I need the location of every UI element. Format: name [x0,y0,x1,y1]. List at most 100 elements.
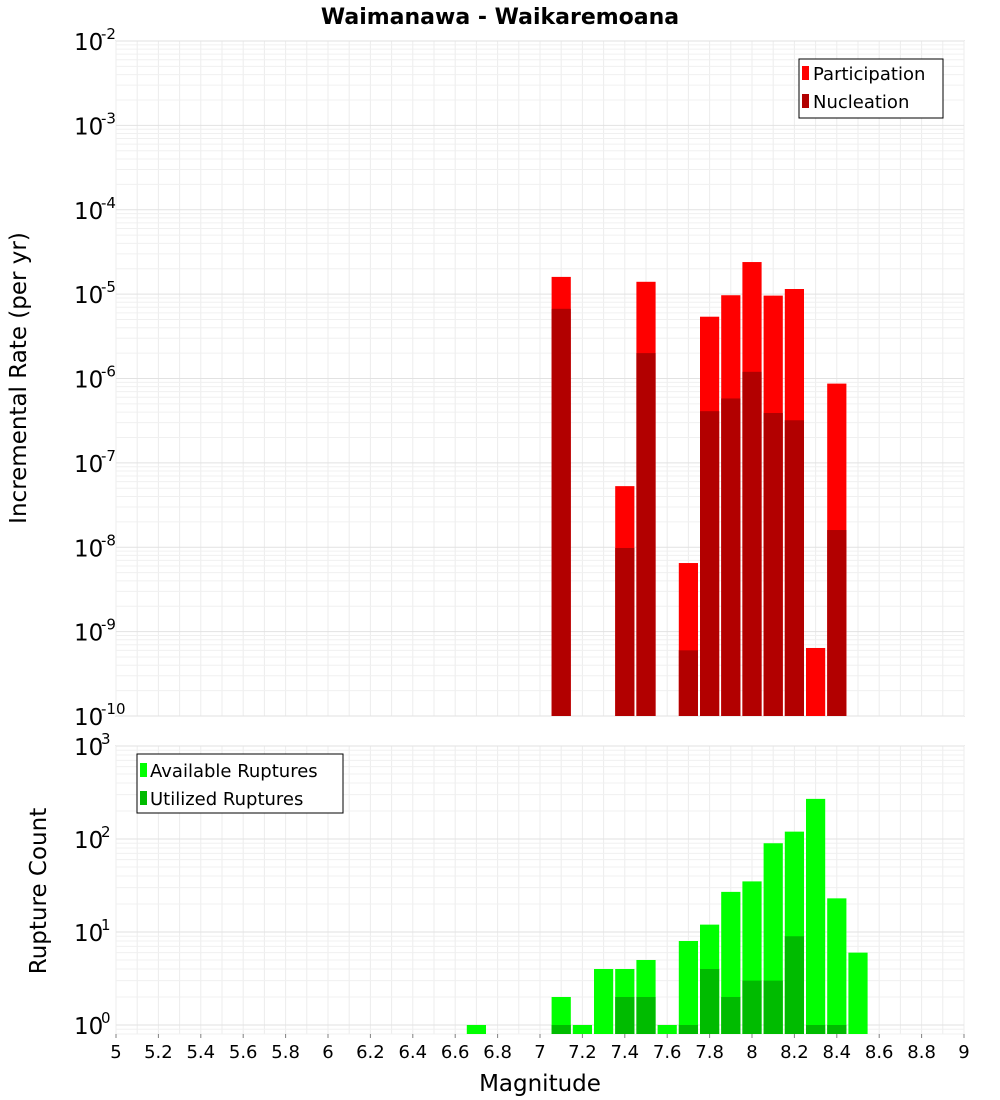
rate-y-tick-label: 10 [74,114,103,140]
available-ruptures-bar [848,952,868,1034]
nucleation-bar [721,398,741,716]
rate-y-tick-label: 10 [74,368,103,394]
rate-y-ticks: 10-210-310-410-510-610-710-810-910-10 [74,25,126,731]
nucleation-bar [700,411,720,716]
x-tick-label: 6 [322,1042,333,1063]
nucleation-bar [827,530,847,716]
rate-gridlines [115,40,965,717]
x-tick-label: 6.4 [398,1042,427,1063]
nucleation-bar [742,371,762,716]
count-legend: Available Ruptures Utilized Ruptures [136,753,344,814]
x-ticks: 5 5.2 5.4 5.6 5.8 6 6.2 6.4 6.6 6.8 7 7.2 7.4 7.6 7.8 8… [110,1034,970,1063]
count-y-tick-label: 10 [74,735,103,761]
x-tick-label: 8.6 [865,1042,894,1063]
count-y-tick-exponent: 2 [101,823,111,841]
count-legend-box [136,753,344,814]
legend-available-swatch [140,763,147,777]
rate-y-axis-label: Incremental Rate (per yr) [6,232,32,524]
x-tick-label: 7.4 [610,1042,639,1063]
utilized-ruptures-bar [806,1024,826,1034]
utilized-ruptures-bar [615,996,635,1034]
available-ruptures-bar [678,941,698,1034]
available-ruptures-bar [572,1024,592,1034]
nucleation-bar [615,547,635,716]
rate-legend: Participation Nucleation [798,58,944,119]
count-y-tick-label: 10 [74,828,103,854]
x-tick-label: 8.2 [780,1042,809,1063]
rate-y-tick-label: 10 [74,199,103,225]
count-y-tick-exponent: 3 [101,730,111,748]
count-bars [466,798,868,1034]
rate-y-tick-exponent: -3 [101,109,116,127]
legend-nucleation-label: Nucleation [813,92,909,113]
rate-y-tick-exponent: -2 [101,25,116,43]
participation-bar [806,647,826,716]
legend-utilized-label: Utilized Ruptures [150,789,303,810]
rate-legend-box [798,58,944,119]
rate-y-tick-exponent: -7 [101,447,116,465]
rate-y-tick-exponent: -8 [101,531,116,549]
rate-y-tick-exponent: -10 [101,700,126,718]
utilized-ruptures-bar [551,1024,571,1034]
utilized-ruptures-bar [742,980,762,1034]
x-tick-label: 5 [110,1042,121,1063]
nucleation-bar [784,420,804,716]
rate-y-tick-label: 10 [74,283,103,309]
count-y-tick-label: 10 [74,921,103,947]
rate-y-tick-label: 10 [74,452,103,478]
nucleation-bar [636,353,656,716]
utilized-ruptures-bar [678,1024,698,1034]
x-tick-label: 7 [534,1042,545,1063]
rate-y-tick-exponent: -5 [101,278,116,296]
available-ruptures-bar [551,996,571,1034]
rate-panel: 10-210-310-410-510-610-710-810-910-10 In… [6,25,965,731]
utilized-ruptures-bar [827,1024,847,1034]
rate-y-tick-label: 10 [74,536,103,562]
utilized-ruptures-bar [700,968,720,1034]
utilized-ruptures-bar [784,936,804,1034]
x-tick-label: 6.8 [483,1042,512,1063]
x-tick-label: 8.4 [822,1042,851,1063]
available-ruptures-bar [806,798,826,1034]
available-ruptures-bar [657,1024,677,1034]
utilized-ruptures-bar [721,996,741,1034]
rate-y-tick-label: 10 [74,705,103,731]
x-tick-label: 7.2 [568,1042,597,1063]
rate-y-tick-exponent: -6 [101,363,116,381]
x-tick-label: 7.8 [695,1042,724,1063]
nucleation-bar [763,413,783,716]
count-y-axis-label: Rupture Count [26,808,52,974]
legend-utilized-swatch [140,791,147,805]
count-y-tick-label: 10 [74,1014,103,1040]
legend-nucleation-swatch [802,94,809,108]
count-y-tick-exponent: 1 [101,916,111,934]
available-ruptures-bar [827,898,847,1034]
x-tick-label: 6.6 [441,1042,470,1063]
x-tick-label: 7.6 [653,1042,682,1063]
rate-y-tick-label: 10 [74,30,103,56]
utilized-ruptures-bar [763,980,783,1034]
rate-y-tick-label: 10 [74,621,103,647]
x-tick-label: 9 [958,1042,969,1063]
x-tick-label: 8 [746,1042,757,1063]
rate-y-tick-exponent: -9 [101,616,116,634]
legend-available-label: Available Ruptures [150,761,318,782]
x-tick-label: 6.2 [356,1042,385,1063]
x-tick-label: 5.8 [271,1042,300,1063]
x-tick-label: 5.2 [144,1042,173,1063]
x-tick-label: 5.6 [229,1042,258,1063]
legend-participation-swatch [802,66,809,80]
available-ruptures-bar [594,968,614,1034]
count-y-tick-exponent: 0 [101,1009,111,1027]
x-tick-label: 8.8 [907,1042,936,1063]
x-axis-label: Magnitude [479,1071,601,1097]
rate-y-tick-exponent: -4 [101,194,116,212]
nucleation-bar [678,650,698,716]
x-tick-label: 5.4 [186,1042,215,1063]
rate-bars [551,262,847,716]
legend-participation-label: Participation [813,64,925,85]
nucleation-bar [551,308,571,716]
available-ruptures-bar [466,1024,486,1034]
